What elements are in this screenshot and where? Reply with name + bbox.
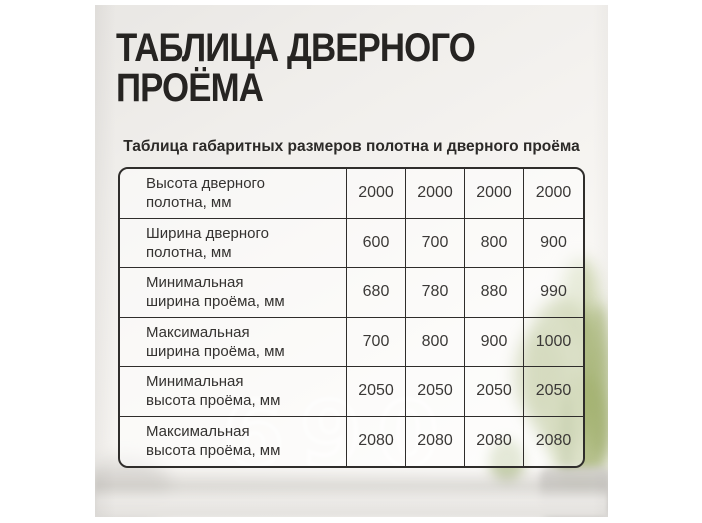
- value-cell: 2080: [347, 416, 406, 466]
- value-cell: 800: [465, 218, 524, 267]
- row-label: Максимальная ширина проёма, мм: [120, 317, 347, 366]
- page-title-line1: ТАБЛИЦА ДВЕРНОГО: [116, 26, 476, 70]
- row-label-line2: высота проёма, мм: [146, 392, 281, 410]
- row-label-line1: Максимальная: [146, 423, 250, 441]
- floor-baseboard: [95, 467, 608, 517]
- value-cell: 800: [406, 317, 465, 366]
- value-cell: 1000: [524, 317, 583, 366]
- value-cell: 2050: [524, 367, 583, 416]
- table-row: Минимальная высота проёма, мм 2050 2050 …: [120, 367, 583, 417]
- plant-leaf-blur: [585, 303, 608, 458]
- background-photo: 690 ТАБЛИЦА ДВЕРНОГО ПРОЁМА Таблица габа…: [95, 5, 608, 517]
- value-cell: 600: [347, 218, 406, 267]
- value-cell: 2050: [347, 367, 406, 416]
- value-cell: 2000: [524, 169, 583, 218]
- row-label-line2: полотна, мм: [146, 243, 232, 261]
- value-cell: 2000: [347, 169, 406, 218]
- row-label: Минимальная высота проёма, мм: [120, 367, 347, 416]
- value-cell: 2050: [406, 367, 465, 416]
- row-label-line2: высота проёма, мм: [146, 442, 281, 460]
- row-label-line1: Минимальная: [146, 274, 244, 292]
- row-label-line1: Минимальная: [146, 373, 244, 391]
- value-cell: 2080: [465, 416, 524, 466]
- page-title: ТАБЛИЦА ДВЕРНОГО ПРОЁМА: [116, 26, 476, 110]
- row-label-line2: полотна, мм: [146, 194, 232, 212]
- value-cell: 680: [347, 268, 406, 317]
- value-cell: 880: [465, 268, 524, 317]
- row-label: Ширина дверного полотна, мм: [120, 218, 347, 267]
- value-cell: 990: [524, 268, 583, 317]
- value-cell: 2080: [524, 416, 583, 466]
- table-row: Минимальная ширина проёма, мм 680 780 88…: [120, 268, 583, 318]
- value-cell: 2000: [465, 169, 524, 218]
- table-caption: Таблица габаритных размеров полотна и дв…: [123, 138, 580, 155]
- row-label-line2: ширина проёма, мм: [146, 293, 285, 311]
- plant-pot: [540, 467, 608, 517]
- row-label-line1: Ширина дверного: [146, 224, 269, 242]
- value-cell: 2000: [406, 169, 465, 218]
- row-label: Высота дверного полотна, мм: [120, 169, 347, 218]
- table-row: Ширина дверного полотна, мм 600 700 800 …: [120, 218, 583, 268]
- dimensions-table: Высота дверного полотна, мм 2000 2000 20…: [118, 167, 585, 468]
- row-label: Минимальная ширина проёма, мм: [120, 268, 347, 317]
- value-cell: 780: [406, 268, 465, 317]
- value-cell: 700: [347, 317, 406, 366]
- table-row: Максимальная высота проёма, мм 2080 2080…: [120, 416, 583, 466]
- value-cell: 700: [406, 218, 465, 267]
- value-cell: 2080: [406, 416, 465, 466]
- value-cell: 2050: [465, 367, 524, 416]
- row-label-line1: Высота дверного: [146, 175, 266, 193]
- table-row: Максимальная ширина проёма, мм 700 800 9…: [120, 317, 583, 367]
- row-label: Максимальная высота проёма, мм: [120, 416, 347, 466]
- page-title-line2: ПРОЁМА: [116, 66, 264, 110]
- value-cell: 900: [465, 317, 524, 366]
- table-row: Высота дверного полотна, мм 2000 2000 20…: [120, 169, 583, 219]
- row-label-line1: Максимальная: [146, 323, 250, 341]
- row-label-line2: ширина проёма, мм: [146, 342, 285, 360]
- value-cell: 900: [524, 218, 583, 267]
